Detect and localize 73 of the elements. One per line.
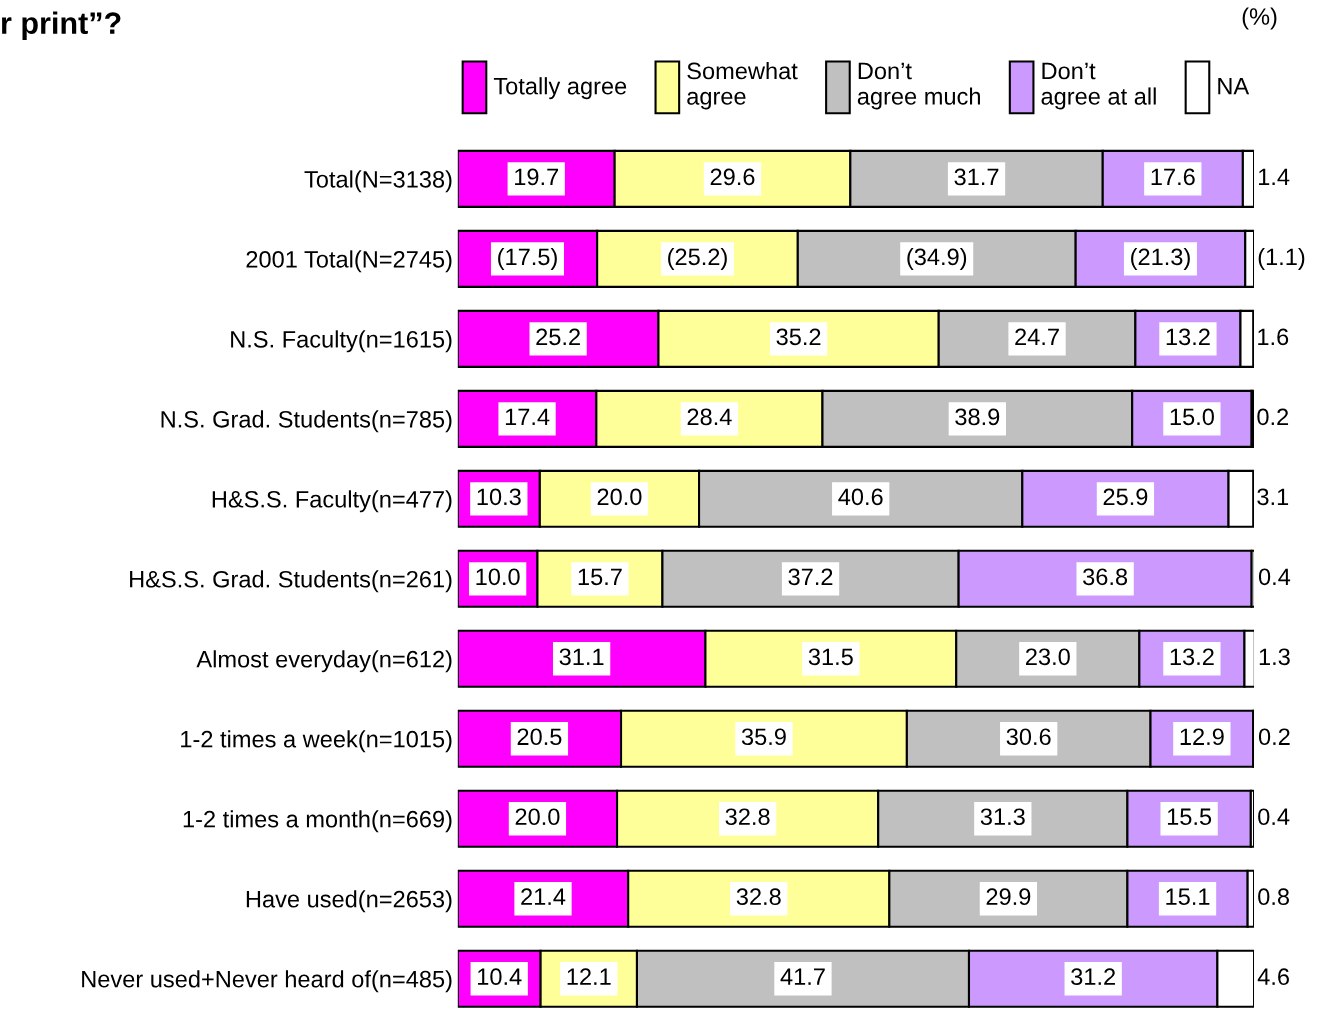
data-label: 10.0 (476, 568, 520, 586)
data-label: 10.4 (478, 968, 522, 986)
data-label: 0.8 (1258, 888, 1289, 906)
data-label: 35.9 (741, 728, 786, 746)
y-tick-label: N.S. Faculty(n=1615) (231, 330, 452, 353)
data-label: 15.7 (578, 568, 622, 586)
data-label: 13.2 (1166, 328, 1210, 346)
data-label: 17.4 (505, 408, 550, 425)
legend-label: Don’t agree much (857, 62, 980, 110)
data-label: 38.9 (955, 408, 1000, 426)
data-label: 31.3 (980, 808, 1025, 826)
data-label: 20.5 (517, 728, 562, 746)
data-label: 21.4 (521, 888, 566, 905)
y-tick-label: 1-2 times a month(n=669) (183, 810, 452, 833)
y-tick-label: 1-2 times a week(n=1015) (181, 730, 452, 753)
y-tick-label: H&S.S. Grad. Students(n=261) (130, 570, 452, 593)
legend-label: Totally agree (493, 77, 627, 100)
data-label: (21.3) (1131, 247, 1190, 270)
data-label: 15.0 (1170, 408, 1214, 426)
data-label: 31.5 (808, 648, 853, 666)
y-tick-label: 2001 Total(N=2745) (246, 250, 452, 273)
data-label: (17.5) (498, 247, 557, 270)
data-label: 12.9 (1180, 728, 1224, 746)
legend-label: NA (1218, 78, 1250, 95)
data-label: 3.1 (1257, 488, 1289, 506)
data-label: 1.6 (1258, 328, 1289, 346)
y-tick-label: Have used(n=2653) (246, 890, 452, 913)
data-label: 32.8 (736, 888, 781, 906)
data-label: 41.7 (780, 968, 825, 985)
data-label: 30.6 (1006, 728, 1051, 746)
data-label: 29.6 (710, 168, 755, 186)
legend-label: Don’t agree at all (1041, 62, 1156, 110)
text: (%) (1242, 7, 1277, 30)
data-label: 10.3 (477, 488, 521, 506)
data-label: 32.8 (725, 808, 770, 826)
data-label: (1.1) (1258, 247, 1305, 270)
data-label: 36.8 (1083, 568, 1128, 586)
data-label: 24.7 (1015, 328, 1059, 345)
data-label: 1.3 (1259, 648, 1290, 666)
data-label: 31.7 (954, 168, 999, 186)
legend-label: Somewhat agree (687, 61, 798, 110)
data-label: 37.2 (788, 568, 833, 586)
data-label: 19.7 (515, 168, 559, 186)
data-label: 0.2 (1257, 408, 1289, 426)
data-label: 15.1 (1166, 888, 1210, 906)
text: r print”? (2, 11, 121, 40)
data-label: 25.2 (536, 328, 580, 346)
data-label: (34.9) (907, 247, 967, 270)
data-label: 35.2 (776, 328, 821, 346)
data-label: 4.6 (1257, 968, 1289, 986)
data-label: 20.0 (515, 808, 560, 826)
data-label: 0.4 (1258, 568, 1291, 586)
data-label: 17.6 (1151, 168, 1195, 186)
data-label: 25.9 (1103, 488, 1148, 506)
y-tick-label: N.S. Grad. Students(n=785) (161, 410, 452, 433)
data-label: 12.1 (567, 968, 611, 985)
data-label: 29.9 (986, 888, 1031, 906)
data-label: 0.2 (1258, 728, 1290, 746)
y-tick-label: H&S.S. Faculty(n=477) (212, 490, 452, 513)
y-tick-label: Never used+Never heard of(n=485) (82, 970, 452, 993)
y-tick-label: Almost everyday(n=612) (196, 650, 452, 673)
data-label: 28.4 (687, 408, 732, 426)
data-label: (25.2) (668, 247, 727, 270)
data-label: 0.4 (1258, 808, 1290, 826)
data-label: 23.0 (1026, 648, 1070, 666)
y-tick-label: Total(N=3138) (304, 170, 452, 193)
data-label: 40.6 (838, 488, 883, 506)
data-label: 15.5 (1167, 808, 1212, 826)
data-label: 20.0 (597, 488, 642, 506)
data-label: 1.4 (1259, 168, 1290, 186)
data-label: 13.2 (1170, 648, 1214, 666)
data-label: 31.1 (559, 648, 604, 666)
data-label: 31.2 (1071, 968, 1115, 986)
